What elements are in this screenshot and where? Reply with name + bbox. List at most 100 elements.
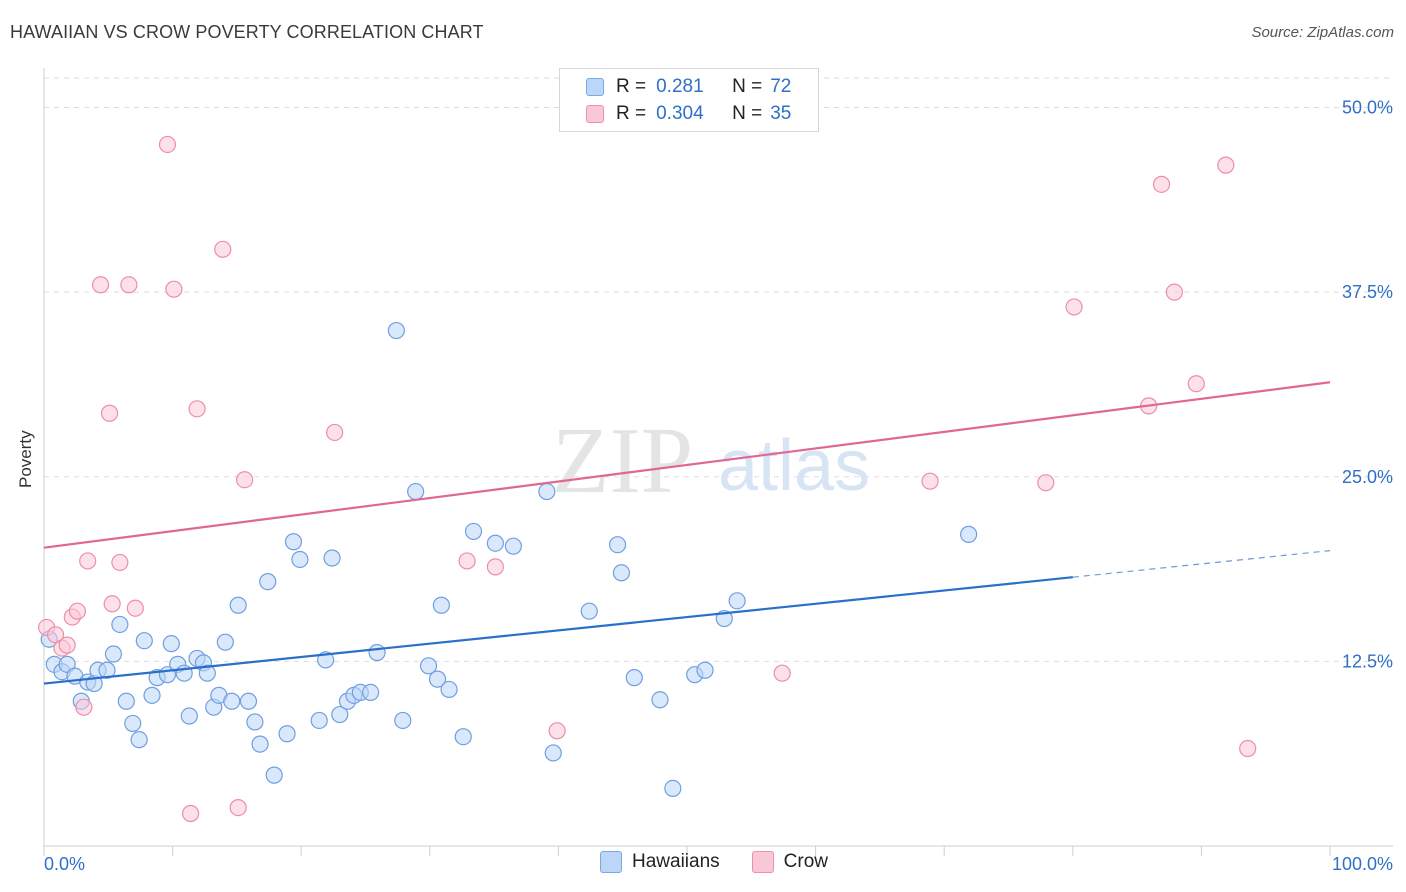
- data-point-crow: [58, 636, 76, 654]
- data-point-hawaiians: [696, 661, 714, 679]
- data-point-crow: [1239, 739, 1257, 758]
- data-point-crow: [182, 804, 200, 823]
- data-point-hawaiians: [664, 779, 682, 798]
- data-point-crow: [1152, 175, 1171, 193]
- watermark-zip: ZIP: [552, 409, 693, 513]
- data-point-crow: [103, 595, 121, 613]
- data-point-hawaiians: [104, 645, 123, 663]
- chart-title: HAWAIIAN VS CROW POVERTY CORRELATION CHA…: [10, 22, 484, 42]
- data-point-hawaiians: [407, 482, 425, 501]
- series-crow: [37, 135, 1257, 823]
- y-tick-label: 12.5%: [1342, 651, 1393, 671]
- series-legend: Hawaiians Crow: [600, 851, 860, 873]
- data-point-hawaiians: [419, 657, 438, 675]
- watermark: ZIP atlas: [552, 409, 870, 513]
- data-point-crow: [68, 602, 87, 620]
- n-label: N =: [732, 103, 763, 124]
- data-point-crow: [126, 599, 144, 617]
- tick-labels: 12.5% 25.0% 37.5% 50.0% 0.0% 100.0%: [44, 98, 1393, 874]
- data-point-crow: [214, 240, 232, 258]
- data-point-crow: [100, 404, 119, 422]
- data-point-hawaiians: [428, 670, 447, 688]
- data-point-crow: [921, 472, 939, 490]
- data-point-hawaiians: [362, 683, 380, 702]
- data-point-hawaiians: [239, 692, 258, 710]
- n-value: 72: [770, 76, 792, 97]
- trendline-hawaiians: [43, 576, 1073, 685]
- data-point-hawaiians: [265, 766, 283, 784]
- data-point-crow: [1165, 283, 1183, 301]
- stats-row-hawaiians: R = 0.281 N = 72: [586, 76, 791, 98]
- data-point-hawaiians: [728, 592, 746, 610]
- watermark-atlas: atlas: [718, 426, 870, 506]
- data-point-hawaiians: [246, 713, 264, 731]
- legend-swatch-blue: [600, 851, 622, 873]
- axes: [43, 68, 1393, 856]
- r-value: 0.281: [656, 76, 704, 97]
- trendline-hawaiians-extension: [1072, 550, 1331, 578]
- y-tick-label: 50.0%: [1342, 98, 1393, 118]
- grid-lines: [44, 77, 1393, 662]
- data-point-hawaiians: [284, 533, 303, 551]
- data-point-crow: [111, 553, 129, 572]
- legend-label-crow: Crow: [783, 851, 828, 872]
- series-hawaiians: [40, 321, 978, 798]
- data-point-hawaiians: [608, 536, 627, 554]
- data-point-hawaiians: [229, 596, 247, 614]
- data-point-hawaiians: [486, 534, 504, 552]
- data-point-hawaiians: [960, 525, 978, 543]
- legend-item-crow[interactable]: Crow: [751, 851, 828, 873]
- data-point-hawaiians: [198, 664, 216, 682]
- data-point-hawaiians: [323, 549, 341, 567]
- data-point-hawaiians: [130, 731, 148, 749]
- data-point-hawaiians: [216, 633, 234, 651]
- data-point-crow: [1217, 156, 1235, 174]
- legend-swatch-pink: [586, 105, 604, 123]
- data-point-crow: [188, 400, 206, 418]
- data-point-crow: [79, 552, 97, 570]
- data-point-crow: [1187, 375, 1205, 393]
- data-point-crow: [75, 698, 93, 716]
- data-point-hawaiians: [440, 680, 458, 699]
- r-label: R =: [616, 76, 647, 97]
- x-tick-label: 0.0%: [44, 854, 85, 874]
- data-point-hawaiians: [538, 482, 556, 501]
- data-point-hawaiians: [291, 550, 309, 569]
- data-point-crow: [548, 722, 566, 740]
- r-label: R =: [616, 103, 647, 124]
- data-point-crow: [165, 280, 183, 298]
- stats-legend: R = 0.281 N = 72 R = 0.304 N = 35: [559, 68, 819, 132]
- y-tick-label: 25.0%: [1342, 467, 1393, 487]
- data-point-hawaiians: [580, 602, 598, 620]
- data-point-hawaiians: [368, 643, 386, 662]
- legend-item-hawaiians[interactable]: Hawaiians: [600, 851, 720, 873]
- data-point-hawaiians: [464, 522, 483, 541]
- data-point-hawaiians: [223, 692, 241, 710]
- data-point-hawaiians: [612, 564, 631, 582]
- data-point-hawaiians: [394, 711, 412, 730]
- data-point-hawaiians: [98, 661, 116, 679]
- data-point-hawaiians: [278, 725, 296, 743]
- data-point-hawaiians: [454, 728, 472, 746]
- data-point-crow: [486, 558, 504, 576]
- data-point-crow: [458, 552, 476, 570]
- x-tick-label: 100.0%: [1332, 854, 1393, 874]
- n-label: N =: [732, 76, 763, 97]
- data-point-hawaiians: [387, 321, 405, 340]
- data-point-crow: [326, 423, 344, 442]
- y-tick-label: 37.5%: [1342, 282, 1393, 302]
- data-point-crow: [229, 798, 247, 817]
- data-point-hawaiians: [432, 596, 450, 614]
- stats-row-crow: R = 0.304 N = 35: [586, 103, 791, 125]
- data-point-hawaiians: [310, 711, 328, 730]
- data-point-hawaiians: [180, 707, 198, 725]
- legend-swatch-pink: [751, 851, 774, 873]
- data-point-hawaiians: [162, 635, 180, 653]
- data-point-crow: [1037, 474, 1055, 492]
- data-point-hawaiians: [117, 692, 135, 710]
- legend-label-hawaiians: Hawaiians: [632, 851, 720, 872]
- data-point-crow: [773, 664, 791, 682]
- data-point-crow: [1065, 298, 1083, 316]
- legend-swatch-blue: [586, 78, 604, 96]
